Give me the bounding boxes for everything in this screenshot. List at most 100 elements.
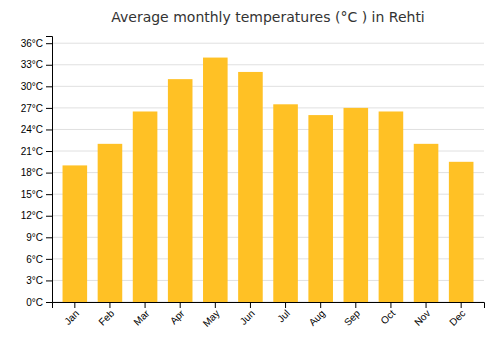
x-tick: Dec <box>447 302 467 328</box>
bar <box>238 72 263 302</box>
x-tick: May <box>201 302 222 329</box>
y-tick: 27°C <box>21 103 52 114</box>
y-tick-label: 36°C <box>21 38 43 49</box>
y-tick-mark <box>46 43 52 44</box>
x-tick: Jul <box>275 302 292 324</box>
y-tick-label: 9°C <box>26 232 43 243</box>
y-tick: 33°C <box>21 59 52 70</box>
x-tick-mark <box>390 302 391 308</box>
y-tick: 12°C <box>21 210 52 221</box>
x-tick-mark <box>74 302 75 308</box>
x-tick-mark <box>215 302 216 308</box>
y-tick-label: 3°C <box>26 275 43 286</box>
x-tick: Oct <box>379 302 398 326</box>
bar <box>379 111 404 302</box>
x-axis: Jan Feb Mar Apr May Jun Jul Aug Sep Oct Nov Dec <box>53 302 485 329</box>
grid-line <box>52 43 484 44</box>
x-axis-line <box>53 303 485 309</box>
y-tick-label: 15°C <box>21 189 43 200</box>
bar <box>308 115 333 302</box>
bar <box>344 108 369 302</box>
x-tick-label: May <box>201 308 222 329</box>
y-tick: 24°C <box>21 124 52 135</box>
y-tick-mark <box>46 151 52 152</box>
x-tick-label: Sep <box>342 307 363 328</box>
x-tick: Nov <box>412 302 432 328</box>
x-tick-label: Oct <box>379 308 398 327</box>
x-tick-mark <box>426 302 427 308</box>
y-tick-mark <box>46 216 52 217</box>
y-tick-label: 33°C <box>21 59 43 70</box>
x-tick-label: Aug <box>307 308 327 328</box>
x-tick-label: Jul <box>275 308 292 325</box>
x-tick-label: Jan <box>62 308 81 327</box>
y-tick: 30°C <box>21 81 52 92</box>
x-tick-label: Nov <box>412 308 432 328</box>
y-tick-label: 0°C <box>26 297 43 308</box>
y-tick-label: 27°C <box>21 103 43 114</box>
x-tick-label: Jun <box>238 308 257 327</box>
y-tick: 6°C <box>26 254 52 265</box>
x-tick: Mar <box>131 302 151 328</box>
x-tick-label: Feb <box>96 307 116 327</box>
bar <box>203 58 228 302</box>
y-tick-label: 30°C <box>21 81 43 92</box>
x-tick: Apr <box>168 302 187 326</box>
y-tick-mark <box>46 129 52 130</box>
bar <box>273 104 298 302</box>
y-tick-mark <box>46 237 52 238</box>
bar <box>63 165 88 302</box>
y-tick-mark <box>46 194 52 195</box>
x-tick-mark <box>145 302 146 308</box>
x-tick: Aug <box>307 302 327 328</box>
bar <box>133 111 158 302</box>
y-tick: 36°C <box>21 38 52 49</box>
y-tick-label: 24°C <box>21 124 43 135</box>
y-tick: 9°C <box>26 232 52 243</box>
x-tick-mark <box>180 302 181 308</box>
chart: 0°C 3°C 6°C 9°C 12°C 15°C 18°C 21°C 24°C 27°C 30°C… <box>0 0 500 350</box>
y-tick-mark <box>46 86 52 87</box>
y-tick-mark <box>46 302 52 303</box>
grid-line <box>52 86 484 87</box>
y-tick-mark <box>46 108 52 109</box>
y-tick: 15°C <box>21 189 52 200</box>
title: Average monthly temperatures (°C ) in Re… <box>111 9 425 25</box>
plot: 0°C 3°C 6°C 9°C 12°C 15°C 18°C 21°C 24°C 27°C 30°C… <box>21 37 485 329</box>
y-tick: 0°C <box>26 297 52 308</box>
x-tick-mark <box>250 302 251 308</box>
bar <box>168 79 193 302</box>
y-tick-mark <box>46 280 52 281</box>
y-tick: 21°C <box>21 146 52 157</box>
bar <box>449 162 474 302</box>
grid-line <box>52 64 484 65</box>
x-tick-label: Mar <box>131 307 151 327</box>
x-tick-mark <box>320 302 321 308</box>
x-tick: Feb <box>96 302 116 328</box>
y-tick-mark <box>46 259 52 260</box>
x-tick-mark <box>109 302 110 308</box>
y-tick-label: 21°C <box>21 146 43 157</box>
x-tick: Sep <box>342 302 363 328</box>
bar <box>414 144 439 302</box>
x-tick-mark <box>355 302 356 308</box>
x-tick: Jan <box>62 302 81 327</box>
y-axis-line <box>46 37 53 303</box>
grid-line <box>52 107 484 108</box>
y-tick-label: 12°C <box>21 210 43 221</box>
bar <box>98 144 123 302</box>
grid <box>52 43 484 302</box>
y-tick: 18°C <box>21 167 52 178</box>
x-tick-label: Apr <box>168 307 187 326</box>
y-tick: 3°C <box>26 275 52 286</box>
y-tick-label: 6°C <box>26 254 43 265</box>
bars <box>63 58 474 302</box>
grid-line <box>52 129 484 130</box>
x-tick-mark <box>285 302 286 308</box>
y-axis: 0°C 3°C 6°C 9°C 12°C 15°C 18°C 21°C 24°C 27°C 30°C… <box>21 37 53 308</box>
y-tick-mark <box>46 173 52 174</box>
y-tick-label: 18°C <box>21 167 43 178</box>
y-tick-mark <box>46 65 52 66</box>
x-tick: Jun <box>238 302 257 327</box>
x-tick-mark <box>461 302 462 308</box>
